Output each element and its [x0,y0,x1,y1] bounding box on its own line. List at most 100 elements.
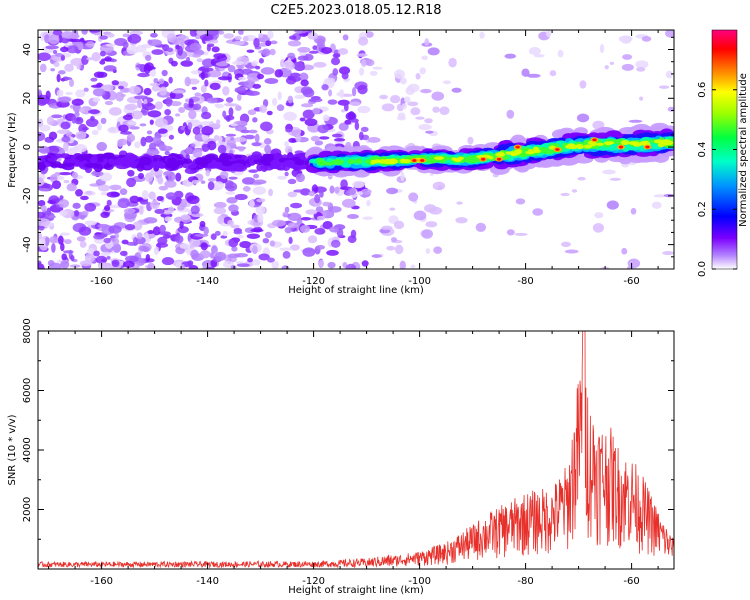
noise-blob [328,206,342,213]
noise-blob [277,175,288,180]
noise-blob [139,123,147,127]
ridge-blob [603,141,614,145]
noise-blob [248,129,258,134]
band-blob [286,153,293,159]
noise-blob [106,255,111,260]
noise-blob [288,35,297,40]
noise-blob [287,212,302,222]
noise-blob [408,192,419,202]
band-blob [294,159,305,166]
noise-blob [272,219,286,227]
noise-blob [361,260,369,267]
noise-blob [38,131,46,142]
noise-blob [389,207,396,211]
noise-blob [138,245,148,252]
noise-blob [164,150,170,156]
noise-blob [48,131,58,140]
noise-blob [207,181,215,191]
noise-blob [252,245,258,255]
noise-blob [268,188,273,197]
noise-blob [251,60,258,67]
noise-blob [343,103,349,112]
noise-blob [432,181,446,191]
noise-blob [38,177,45,187]
noise-blob [243,79,256,89]
noise-blob [222,230,228,237]
noise-blob [200,180,206,184]
band-blob [89,156,98,164]
noise-blob [254,133,260,143]
noise-blob [38,211,46,218]
noise-blob [216,119,221,125]
noise-blob [157,176,164,185]
noise-blob [315,244,325,250]
noise-blob [124,223,136,231]
noise-blob [288,236,293,245]
noise-blob [277,91,282,101]
noise-blob [86,57,94,61]
noise-blob [83,87,89,92]
noise-blob [117,198,131,209]
noise-blob [226,139,236,146]
noise-blob [252,83,261,89]
noise-blob [138,205,144,215]
noise-blob [79,107,86,113]
noise-blob [313,61,327,68]
noise-blob [317,124,329,134]
noise-blob [400,171,405,182]
peak-core [515,145,520,149]
ridge-blob [399,158,406,164]
noise-blob [230,265,237,269]
noise-blob [214,230,221,236]
noise-blob [70,58,85,67]
noise-blob [122,41,129,49]
noise-blob [217,76,232,81]
noise-blob [158,143,167,151]
peak-core [555,148,560,151]
noise-blob [635,60,649,69]
noise-blob [175,113,181,117]
noise-blob [621,63,634,71]
noise-blob [97,223,110,228]
noise-blob [85,118,99,127]
noise-blob [344,119,352,125]
noise-blob [63,76,73,81]
noise-blob [284,141,289,147]
noise-blob [100,251,111,257]
noise-blob [602,169,616,175]
noise-blob [90,115,95,121]
noise-blob [81,126,89,131]
ridge-blob [659,140,667,145]
noise-blob [220,170,229,180]
noise-blob [307,235,318,244]
noise-blob [324,77,336,84]
noise-blob [186,56,191,62]
noise-blob [51,180,62,190]
noise-blob [200,242,208,251]
noise-blob [203,226,209,235]
ridge-blob [533,149,541,154]
noise-blob [230,224,240,229]
noise-blob [49,236,59,244]
noise-blob [318,136,330,140]
noise-blob [169,100,182,107]
noise-blob [424,118,433,124]
noise-blob [137,72,150,78]
band-blob [234,154,247,159]
noise-blob [80,195,89,201]
noise-blob [53,61,60,68]
noise-blob [156,195,164,202]
noise-blob [86,41,95,48]
noise-blob [322,201,331,207]
spectrogram-field [38,30,674,269]
noise-blob [115,91,124,102]
noise-blob [351,118,359,123]
noise-blob [397,112,406,119]
noise-blob [137,99,143,109]
noise-blob [99,60,106,65]
noise-blob [222,110,227,118]
noise-blob [269,48,276,56]
noise-blob [106,199,112,207]
noise-blob [214,251,227,261]
noise-blob [81,210,89,216]
